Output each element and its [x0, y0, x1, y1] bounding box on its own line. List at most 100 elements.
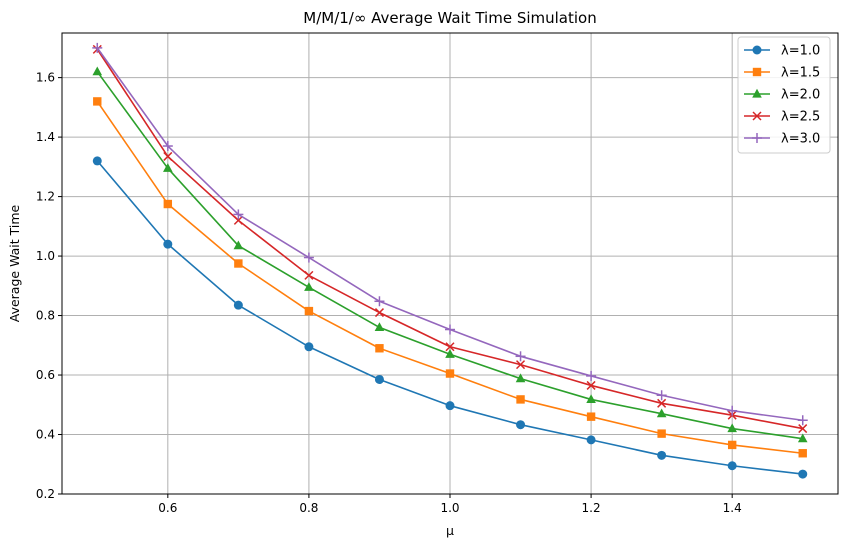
data-point	[727, 461, 737, 471]
chart-title: M/M/1/∞ Average Wait Time Simulation	[303, 9, 596, 27]
data-point	[92, 42, 103, 53]
data-point	[797, 415, 808, 426]
marker-stroke	[163, 151, 173, 161]
marker-stroke	[516, 360, 526, 370]
y-tick-label: 1.4	[36, 130, 55, 144]
data-point	[233, 215, 243, 225]
marker-stroke	[374, 308, 384, 318]
grid-layer	[62, 33, 838, 495]
data-point	[516, 360, 526, 370]
marker-stroke	[798, 424, 808, 434]
data-point	[798, 424, 808, 434]
data-point	[163, 151, 173, 161]
data-point	[374, 374, 384, 384]
legend-label: λ=2.0	[781, 88, 820, 103]
data-point	[304, 306, 314, 316]
data-point	[92, 66, 103, 76]
data-point	[656, 390, 667, 401]
series-2	[93, 97, 807, 458]
series-3	[92, 66, 808, 443]
data-point	[445, 369, 455, 378]
data-point	[93, 97, 102, 106]
data-point	[304, 270, 314, 280]
data-point	[516, 420, 526, 430]
data-point	[586, 380, 596, 390]
data-point	[586, 394, 596, 404]
x-tick-label: 1.0	[440, 501, 459, 515]
data-point	[304, 282, 314, 291]
marker-stroke	[586, 380, 596, 390]
legend-box	[737, 36, 831, 154]
y-tick-label: 1.0	[36, 249, 55, 263]
series-1	[92, 156, 808, 479]
legend-label: λ=2.5	[781, 110, 820, 125]
legend-item: λ=1.0	[744, 44, 820, 59]
data-point	[304, 342, 314, 352]
marker-stroke	[657, 398, 667, 408]
data-point	[586, 435, 596, 445]
data-point	[657, 398, 667, 408]
legend-label: λ=3.0	[781, 132, 820, 147]
y-tick-label: 0.4	[36, 428, 55, 442]
legend-item: λ=3.0	[744, 132, 820, 147]
data-point	[163, 239, 173, 249]
marker-stroke	[233, 215, 243, 225]
data-point	[445, 324, 455, 335]
data-point	[727, 405, 738, 416]
data-point	[303, 252, 314, 263]
data-point	[656, 408, 667, 418]
data-point	[445, 342, 455, 352]
data-point	[727, 423, 737, 433]
legend-marker	[752, 45, 762, 55]
legend-marker	[752, 88, 762, 98]
data-point	[657, 450, 667, 460]
data-point	[374, 296, 385, 307]
data-point	[797, 433, 808, 443]
data-point	[515, 373, 526, 383]
data-point	[445, 401, 455, 411]
data-point	[445, 349, 455, 358]
series-layer	[92, 42, 808, 479]
data-point	[375, 344, 384, 353]
y-tick-label: 0.6	[36, 368, 55, 382]
data-point	[374, 322, 385, 332]
x-tick-label: 1.4	[723, 501, 742, 515]
legend-item: λ=2.0	[744, 88, 820, 103]
data-point	[657, 429, 666, 438]
data-point	[727, 440, 737, 450]
series-5	[92, 42, 808, 426]
marker-stroke	[304, 270, 314, 280]
legend-item: λ=1.5	[744, 66, 820, 81]
ticks-layer: 0.6 0.8 1.0 1.2 1.4 0.2 0.4 0.6 0.8 1.0 1.2 1.4 1.6	[36, 71, 742, 515]
y-tick-label: 1.2	[36, 190, 55, 204]
y-tick-label: 0.2	[36, 487, 55, 501]
x-tick-label: 0.8	[299, 501, 318, 515]
data-point	[163, 163, 173, 172]
data-point	[92, 156, 102, 166]
legend-item: λ=2.5	[744, 110, 820, 125]
legend-marker	[752, 67, 762, 77]
data-point	[516, 395, 525, 404]
data-point	[586, 370, 597, 381]
data-point	[234, 259, 243, 268]
x-tick-label: 0.6	[158, 501, 177, 515]
x-tick-label: 1.2	[582, 501, 601, 515]
legend-marker	[752, 133, 762, 143]
legend-label: λ=1.0	[781, 44, 820, 59]
legend-label: λ=1.5	[781, 66, 820, 81]
data-point	[798, 449, 807, 458]
legend: λ=1.0 λ=1.5 λ=2.0 λ=2.5 λ=3.0	[737, 36, 831, 154]
data-point	[233, 300, 243, 310]
data-point	[233, 240, 244, 250]
data-point	[515, 351, 526, 362]
data-point	[162, 141, 173, 152]
x-axis-label: μ	[446, 523, 454, 538]
data-point	[586, 412, 596, 421]
data-point	[374, 308, 384, 318]
y-tick-label: 0.8	[36, 309, 55, 323]
data-point	[798, 469, 808, 479]
y-axis-label: Average Wait Time	[7, 204, 22, 322]
marker-stroke	[752, 111, 762, 121]
marker-stroke	[445, 342, 455, 352]
